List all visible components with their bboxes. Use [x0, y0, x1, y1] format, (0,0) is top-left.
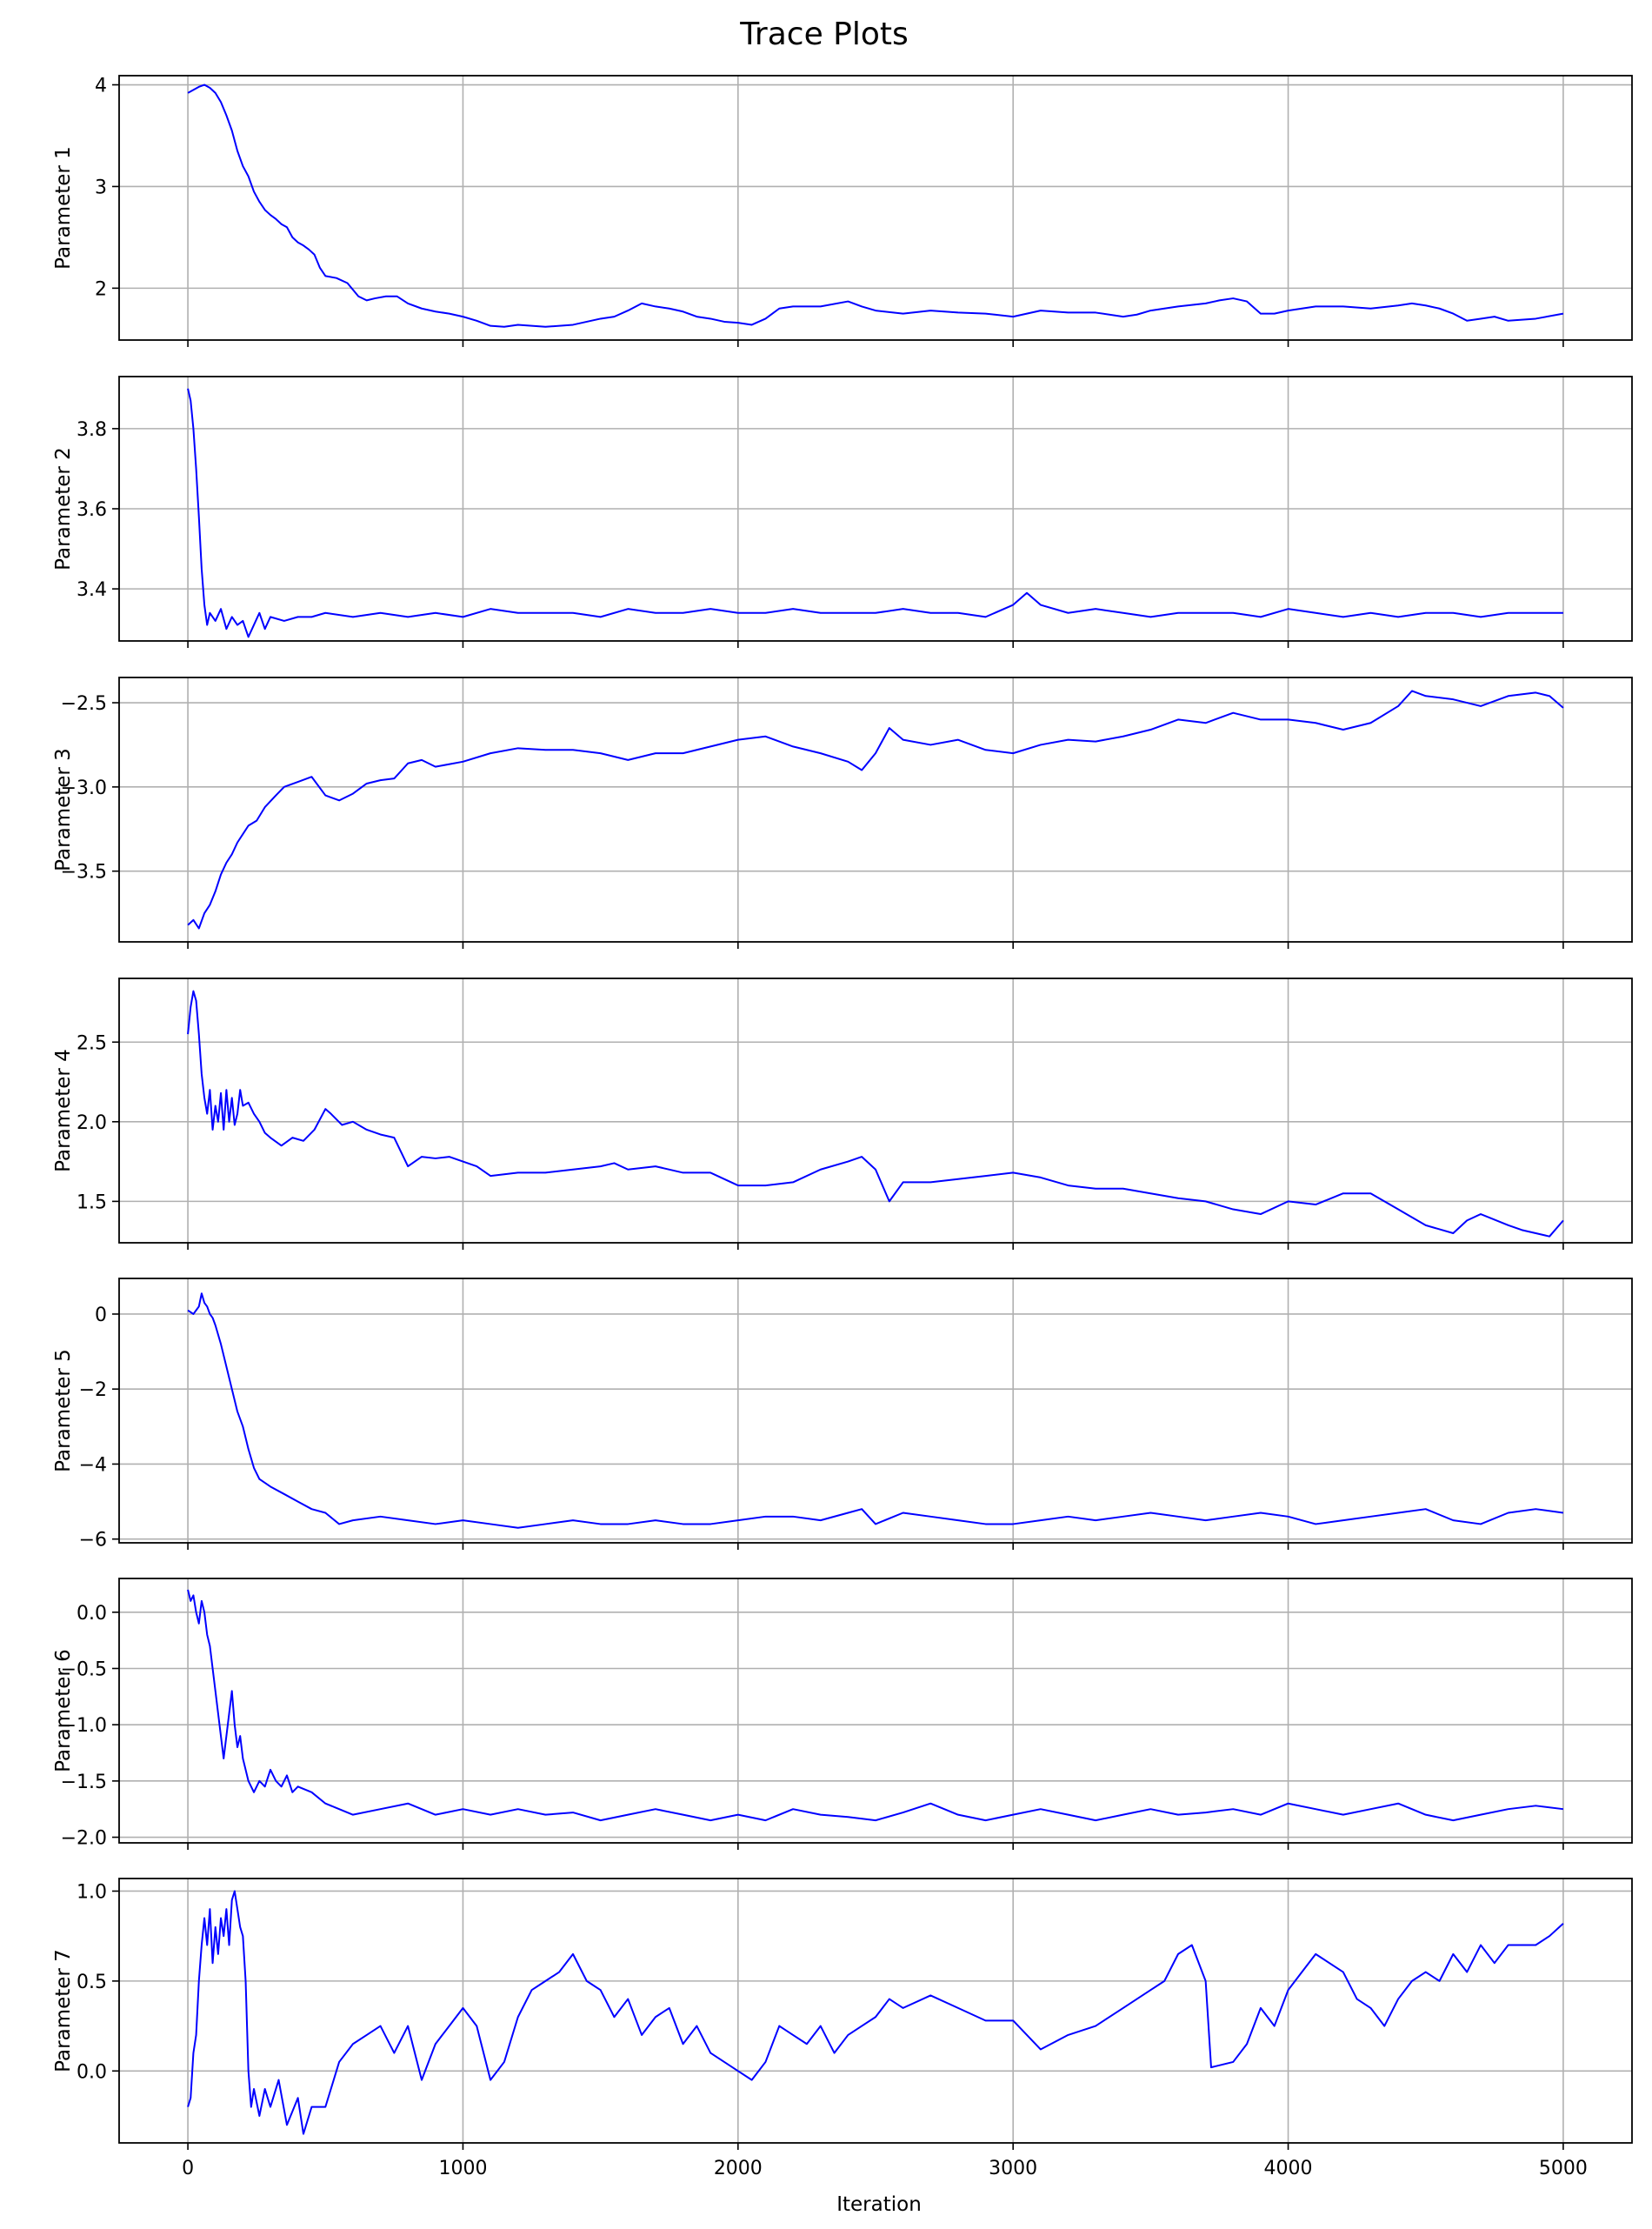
subplot-5-ytick-label-2: −2 — [79, 1379, 107, 1401]
xtick-label-2: 2000 — [714, 2158, 763, 2179]
subplot-1-ylabel: Parameter 1 — [52, 146, 75, 270]
subplot-7: 0.0 0.5 1.0 0 1000 2000 3000 4000 5000 Parameter … — [52, 1878, 1633, 2179]
subplot-1-ytick-label-2: 4 — [95, 76, 107, 97]
subplot-3-ytick-label-0: −3.5 — [61, 862, 107, 884]
subplot-7-frame — [118, 1878, 1633, 2144]
subplot-5: −6 −4 −2 0 Parameter 5 — [52, 1278, 1633, 1552]
subplot-4-ytick-label-0: 1.5 — [77, 1191, 107, 1213]
subplot-3-ylabel: Parameter 3 — [52, 748, 75, 871]
subplot-6-ylabel: Parameter 6 — [52, 1649, 75, 1772]
subplot-2-ytick-label-1: 3.6 — [77, 499, 107, 521]
subplot-5-frame — [118, 1278, 1633, 1544]
subplot-6: −2.0 −1.5 −1.0 −0.5 0.0 Parameter 6 — [52, 1578, 1633, 1850]
subplot-7-ytick-label-1: 0.5 — [77, 1972, 107, 1993]
subplot-1-ytick-label-0: 2 — [95, 278, 107, 300]
subplot-1-ytick-label-1: 3 — [95, 177, 107, 198]
subplot-6-ytick-label-2: −1.0 — [61, 1715, 107, 1737]
xtick-label-0: 0 — [182, 2158, 194, 2179]
subplot-2-ylabel: Parameter 2 — [52, 447, 75, 571]
subplot-5-ytick-label-1: −4 — [79, 1454, 107, 1476]
subplot-7-trace-line — [187, 1890, 1564, 2135]
subplot-5-trace-line — [187, 1292, 1564, 1529]
subplot-2-trace-line — [187, 388, 1563, 638]
subplot-6-trace-line — [187, 1589, 1564, 1822]
subplot-4-ytick-label-1: 2.0 — [77, 1112, 107, 1134]
subplot-3-ytick-label-1: −3.0 — [61, 777, 107, 799]
subplot-3-frame — [118, 677, 1633, 943]
subplot-3-ytick-label-2: −2.5 — [61, 693, 107, 715]
subplot-6-ytick-label-0: −2.0 — [61, 1828, 107, 1850]
x-axis-label: Iteration — [836, 2193, 922, 2216]
subplot-6-ytick-label-3: −0.5 — [61, 1658, 107, 1680]
xtick-label-5: 5000 — [1539, 2158, 1588, 2179]
subplot-1-trace-line — [187, 83, 1564, 328]
subplot-4-ytick-label-2: 2.5 — [77, 1032, 107, 1054]
chart-title: Trace Plots — [739, 17, 909, 52]
xtick-label-4: 4000 — [1264, 2158, 1313, 2179]
subplot-6-ytick-label-1: −1.5 — [61, 1772, 107, 1793]
subplot-4-trace-line — [187, 990, 1564, 1238]
subplot-5-ytick-label-3: 0 — [95, 1305, 107, 1326]
subplot-1: 2 3 4 Parameter 1 — [52, 75, 1633, 347]
subplot-2-ytick-label-0: 3.4 — [77, 579, 107, 601]
subplot-2-ytick-label-2: 3.8 — [77, 419, 107, 441]
subplot-3-trace-line — [187, 690, 1564, 930]
subplot-6-ytick-label-4: 0.0 — [77, 1603, 107, 1625]
subplot-7-ytick-label-2: 1.0 — [77, 1881, 107, 1903]
subplot-4-ylabel: Parameter 4 — [52, 1049, 75, 1172]
xtick-label-1: 1000 — [438, 2158, 487, 2179]
subplot-5-ytick-label-0: −6 — [79, 1530, 107, 1552]
subplot-6-frame — [118, 1578, 1633, 1844]
subplot-4-frame — [118, 978, 1633, 1244]
subplot-1-frame — [118, 75, 1633, 341]
xtick-label-3: 3000 — [989, 2158, 1037, 2179]
subplot-5-ylabel: Parameter 5 — [52, 1349, 75, 1472]
subplot-7-ylabel: Parameter 7 — [52, 1949, 75, 2072]
subplot-3: −3.5 −3.0 −2.5 Parameter 3 — [52, 677, 1633, 949]
subplot-7-ytick-label-0: 0.0 — [77, 2061, 107, 2083]
